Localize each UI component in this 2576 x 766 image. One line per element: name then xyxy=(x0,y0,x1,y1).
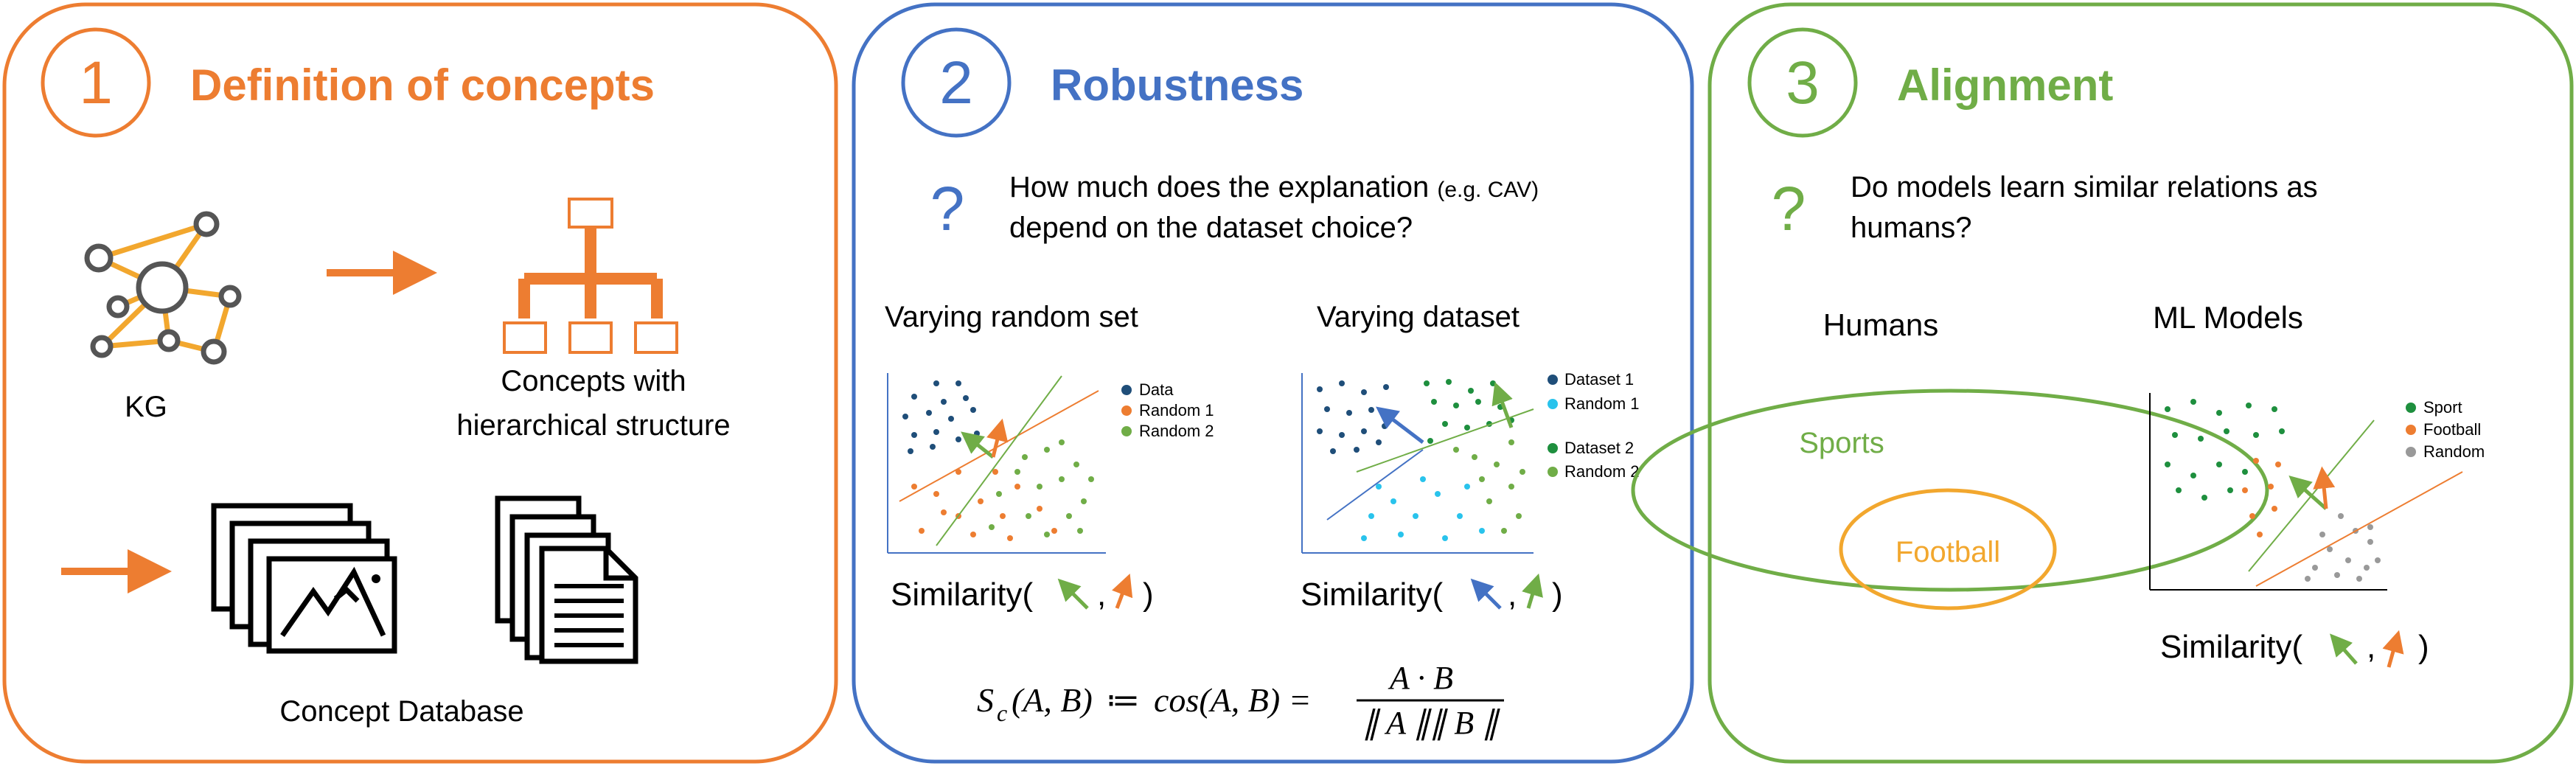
sports-label: Sports xyxy=(1799,427,1884,459)
scatter-varying-random-set: Data Random 1 Random 2 xyxy=(887,373,1214,554)
panel1-number-circle xyxy=(41,27,151,138)
random2-points xyxy=(989,439,1094,537)
similarity-right-comma: , xyxy=(1508,577,1517,613)
panel3-question-icon: ? xyxy=(1772,174,1806,243)
kg-label: KG xyxy=(125,391,167,423)
similarity-left: Similarity( , ) xyxy=(891,573,1154,613)
formula-subscript-c: c xyxy=(997,700,1007,726)
similarity-left-comma: , xyxy=(1097,577,1106,613)
formula-lhs-args: (A, B) xyxy=(1012,681,1093,719)
dataset2-points xyxy=(1424,379,1514,444)
hierarchy-label-line1: Concepts with xyxy=(501,365,686,397)
data-points xyxy=(902,380,980,454)
legend-random2-right: Random 2 xyxy=(1564,462,1640,481)
similarity-right: Similarity( , ) xyxy=(1301,573,1563,613)
sport-points xyxy=(2165,399,2285,501)
panel2-title: Robustness xyxy=(1051,60,1303,110)
panel2-number: 2 xyxy=(939,49,973,116)
ml-models-label: ML Models xyxy=(2153,300,2303,335)
formula-numerator: A · B xyxy=(1388,660,1453,696)
panel3-question-line1: Do models learn similar relations as xyxy=(1851,171,2318,203)
panel3-frame xyxy=(1708,2,2574,764)
panel1-title: Definition of concepts xyxy=(190,60,655,110)
knowledge-graph-icon xyxy=(84,211,242,365)
panel3-title: Alignment xyxy=(1897,60,2113,110)
concept-database-label: Concept Database xyxy=(279,695,523,728)
similarity-ml: Similarity( , ) xyxy=(2160,629,2429,668)
humans-label: Humans xyxy=(1823,307,1938,342)
football-points xyxy=(2242,458,2281,537)
legend-dataset1: Dataset 1 xyxy=(1564,370,1634,389)
similarity-right-label: Similarity( xyxy=(1301,577,1443,613)
panel3-question-line2: humans? xyxy=(1851,212,1972,244)
cosine-similarity-formula: S c (A, B) ≔ cos(A, B) = A · B ∥ A ∥∥ B … xyxy=(977,660,1504,741)
scatter-varying-dataset: Dataset 1 Random 1 Dataset 2 Random 2 xyxy=(1301,370,1640,554)
similarity-right-close: ) xyxy=(1552,577,1563,613)
scatter-ml-models: Sport Football Random xyxy=(2149,393,2485,591)
formula-s: S xyxy=(977,681,994,719)
panel2-question-line1: How much does the explanation (e.g. CAV) xyxy=(1009,171,1539,203)
legend-data: Data xyxy=(1139,380,1174,399)
hierarchy-label-line2: hierarchical structure xyxy=(456,409,730,442)
humans-venn-diagram: Sports Football xyxy=(1631,389,2269,610)
ml-legend: Sport Football Random xyxy=(2406,398,2485,461)
random1-points-right xyxy=(1361,476,1485,541)
football-ellipse xyxy=(1839,488,2057,610)
similarity-ml-close: ) xyxy=(2418,629,2429,665)
right-legend: Dataset 1 Random 1 Dataset 2 Random 2 xyxy=(1548,370,1640,481)
legend-sport: Sport xyxy=(2423,398,2462,417)
orange-arrow-icon-ml xyxy=(2382,630,2404,668)
panel2-question-line2: depend on the dataset choice? xyxy=(1009,212,1413,244)
dataset1-points xyxy=(1317,380,1389,454)
similarity-ml-label: Similarity( xyxy=(2160,629,2302,665)
blue-arrow-icon xyxy=(1470,578,1502,610)
panel1-frame xyxy=(2,2,838,764)
orange-arrow-icon xyxy=(1112,573,1133,609)
green-arrow-icon-right xyxy=(1522,573,1543,609)
panel2-number-circle xyxy=(901,27,1012,138)
left-legend: Data Random 1 Random 2 xyxy=(1121,380,1214,440)
panel2-frame xyxy=(852,2,1694,764)
panel-alignment: 3 Alignment ? Do models learn similar re… xyxy=(1631,2,2574,764)
formula-assign: ≔ xyxy=(1106,680,1140,719)
legend-random1-right: Random 1 xyxy=(1564,394,1640,413)
legend-random2: Random 2 xyxy=(1139,422,1214,440)
legend-random: Random xyxy=(2423,442,2485,461)
varying-dataset-title: Varying dataset xyxy=(1317,301,1520,333)
formula-cos: cos(A, B) = xyxy=(1154,681,1312,719)
legend-football: Football xyxy=(2423,420,2481,439)
panel2-question-icon: ? xyxy=(930,174,965,243)
similarity-ml-comma: , xyxy=(2367,629,2375,665)
image-stack-icon xyxy=(211,503,397,654)
panel-robustness: 2 Robustness ? How much does the explana… xyxy=(852,2,1694,764)
legend-dataset2: Dataset 2 xyxy=(1564,439,1634,457)
green-arrow-icon-ml xyxy=(2330,633,2358,665)
sports-ellipse xyxy=(1631,389,2269,592)
panel3-number: 3 xyxy=(1786,49,1820,116)
varying-random-set-title: Varying random set xyxy=(885,301,1138,333)
similarity-left-label: Similarity( xyxy=(891,577,1033,613)
panel-definition-of-concepts: 1 Definition of concepts xyxy=(2,2,838,764)
panel3-number-circle xyxy=(1747,27,1858,138)
document-stack-icon xyxy=(495,495,638,664)
random2-points-right xyxy=(1453,439,1525,534)
random1-points xyxy=(911,469,1057,541)
formula-denominator: ∥ A ∥∥ B ∥ xyxy=(1362,705,1500,741)
panel1-number: 1 xyxy=(79,49,113,116)
green-arrow-icon xyxy=(1057,578,1089,610)
legend-random1: Random 1 xyxy=(1139,401,1214,419)
football-label: Football xyxy=(1896,536,2000,568)
similarity-left-close: ) xyxy=(1143,577,1154,613)
hierarchy-icon xyxy=(503,198,678,354)
